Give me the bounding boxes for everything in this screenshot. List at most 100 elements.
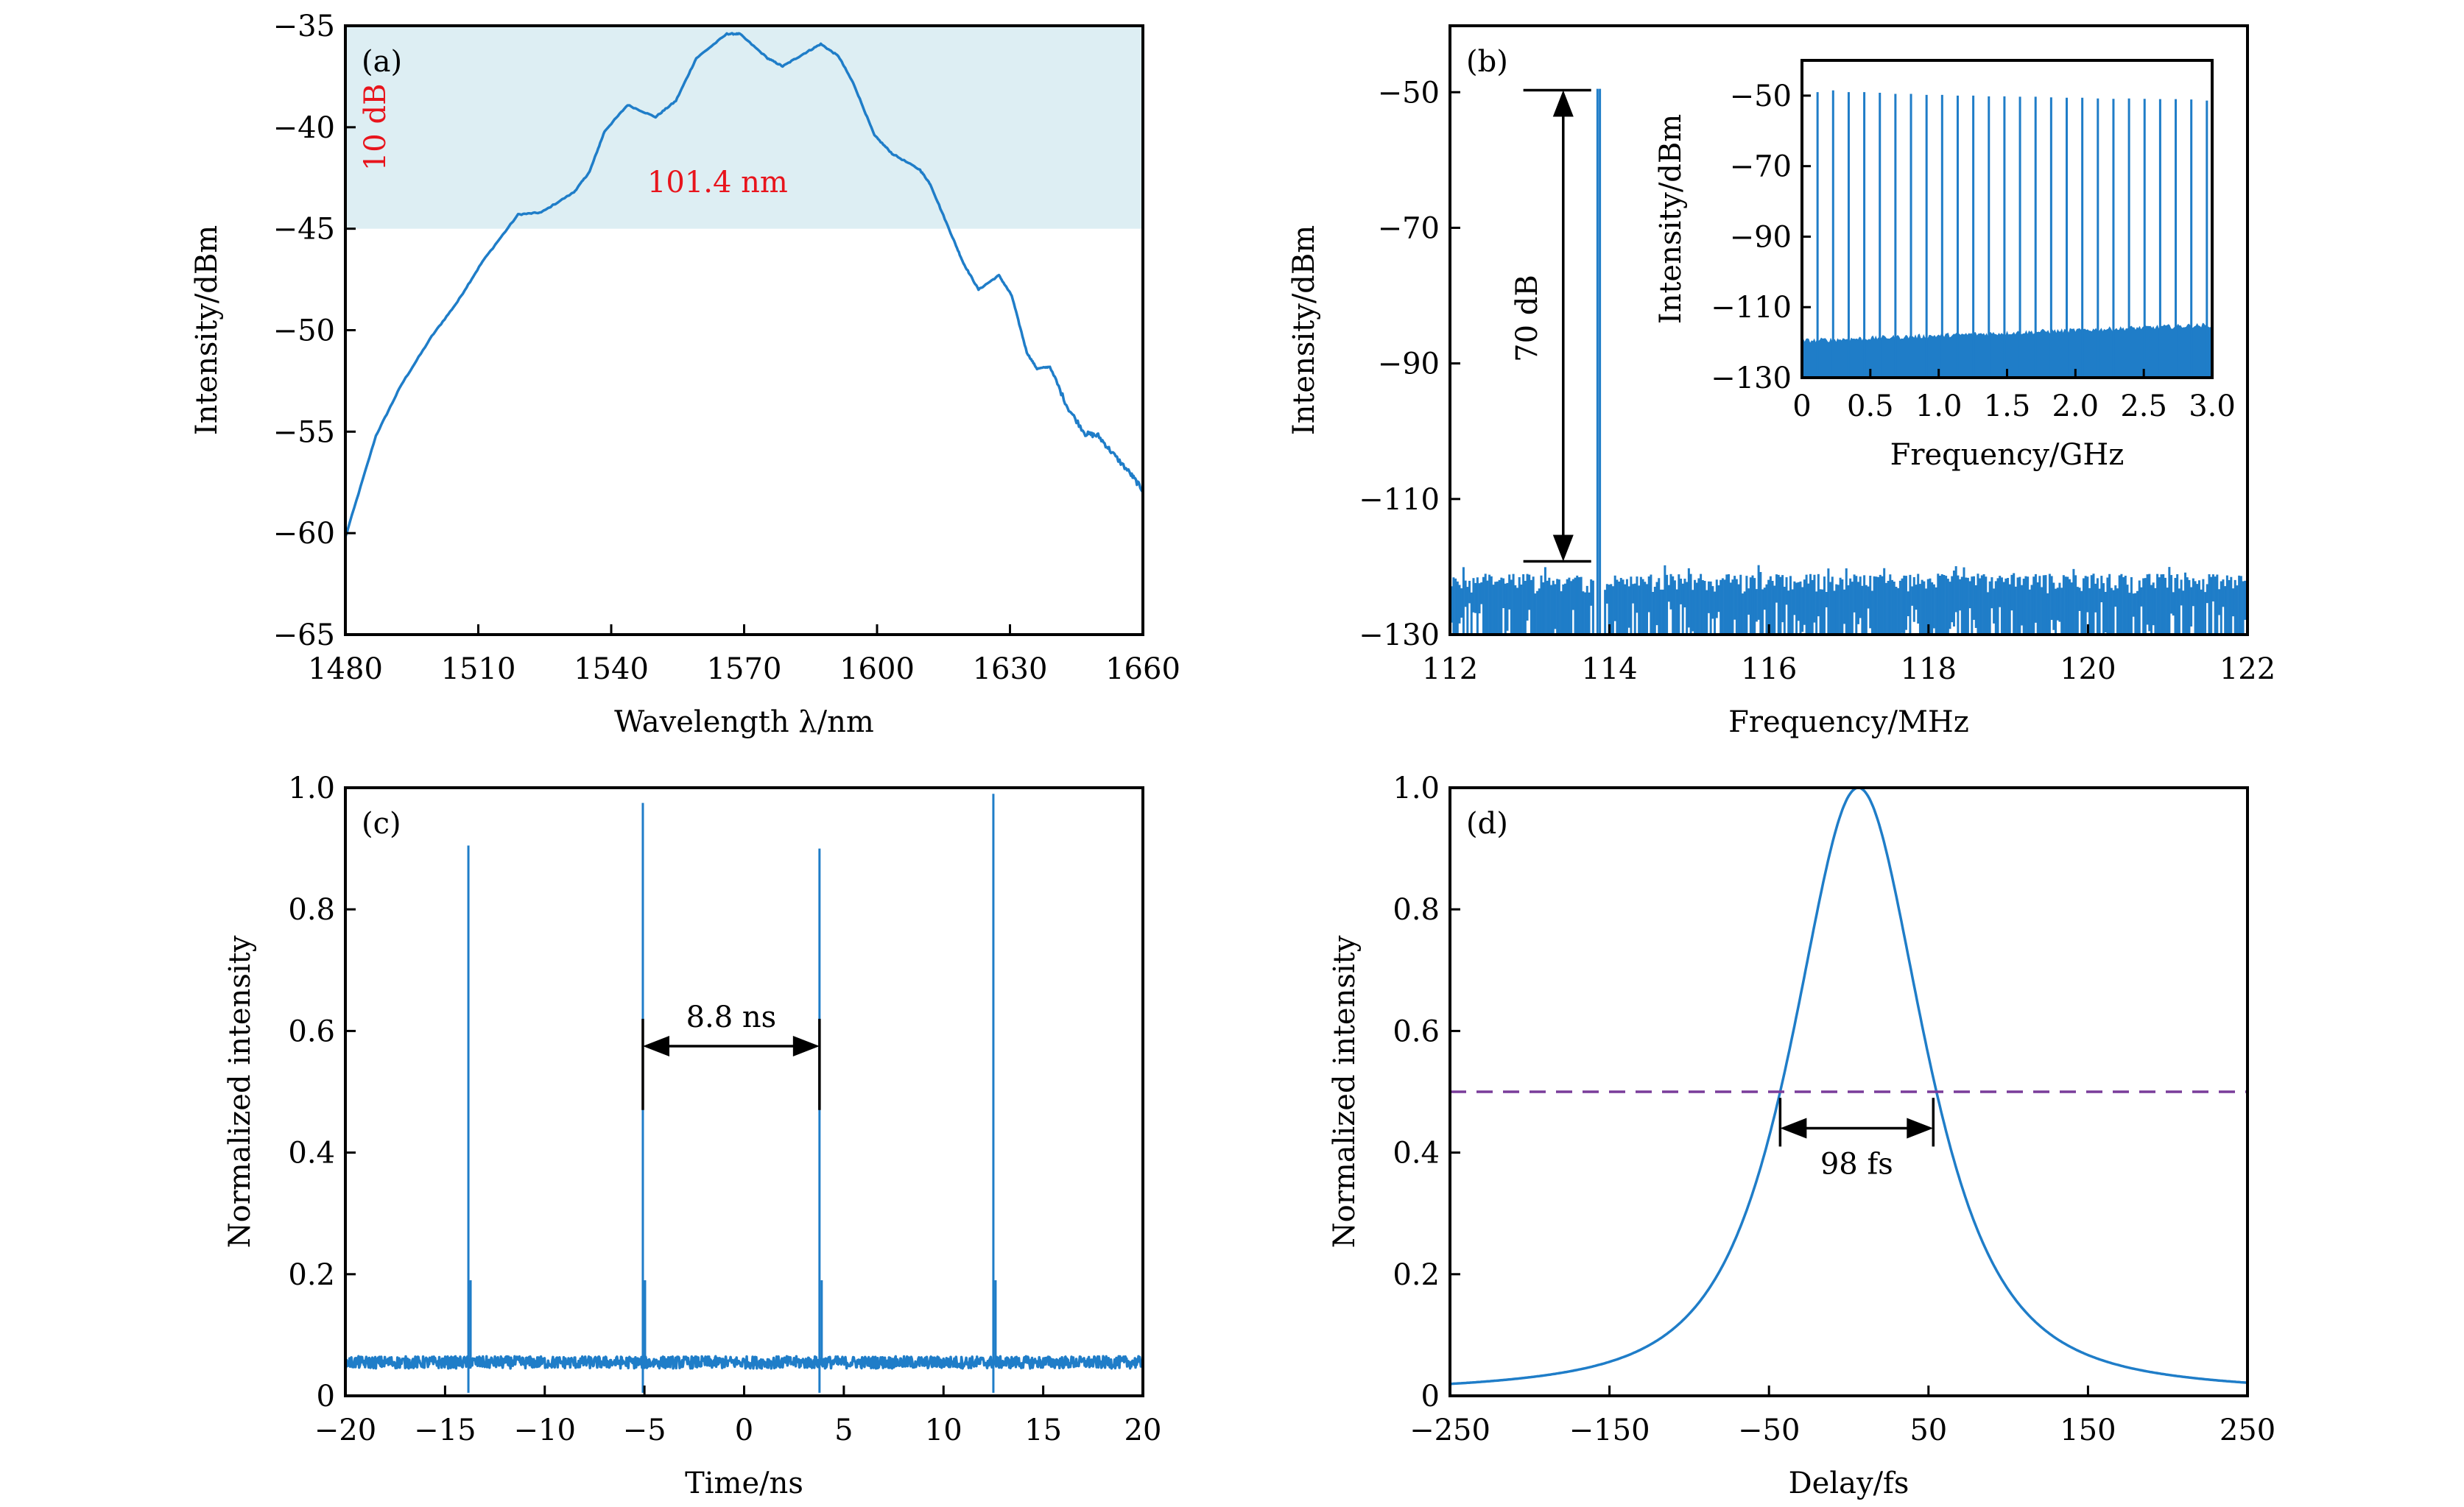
- spectrum-curve: [344, 32, 1144, 537]
- y-tick-label: 0.8: [1393, 893, 1440, 927]
- y-axis-label: Intensity/dBm: [1654, 114, 1688, 324]
- x-tick-label: 1510: [441, 652, 516, 686]
- y-tick-label: −65: [273, 618, 335, 652]
- x-axis-label: Time/ns: [685, 1467, 803, 1500]
- x-tick-label: 114: [1581, 652, 1637, 686]
- x-tick-label: 0: [735, 1414, 753, 1447]
- y-tick-label: −60: [273, 517, 335, 551]
- x-tick-label: −20: [314, 1414, 376, 1447]
- y-axis-label: Intensity/dBm: [190, 225, 224, 435]
- x-tick-label: 5: [834, 1414, 853, 1447]
- noise-floor: [1450, 565, 2248, 635]
- x-tick-label: 112: [1422, 652, 1478, 686]
- y-tick-label: −70: [1730, 150, 1792, 184]
- period-arrow-head-right: [792, 1036, 820, 1057]
- x-tick-label: −10: [514, 1414, 576, 1447]
- annotation-10db: 10 dB: [359, 84, 393, 172]
- x-tick-label: −15: [414, 1414, 476, 1447]
- x-tick-label: −150: [1569, 1414, 1650, 1447]
- x-tick-label: 10: [925, 1414, 962, 1447]
- inset-noise-floor: [1802, 322, 2212, 378]
- annotation-period: 8.8 ns: [686, 1000, 777, 1034]
- annotation-70db: 70 dB: [1510, 275, 1544, 362]
- x-tick-label: 15: [1024, 1414, 1062, 1447]
- y-tick-label: −130: [1711, 361, 1792, 395]
- x-tick-label: 118: [1901, 652, 1957, 686]
- plot-frame: [1449, 786, 2249, 1397]
- x-tick-label: 3.0: [2189, 389, 2236, 423]
- y-tick-label: −110: [1359, 483, 1440, 517]
- y-tick-label: 0.2: [288, 1258, 335, 1292]
- x-tick-label: 116: [1741, 652, 1797, 686]
- x-axis-label: Frequency/MHz: [1728, 705, 1969, 739]
- panel-d-autocorrelation: −250 −150 −50 50 150 250 0 0.2 0.4 0.6 0.8 1.0 Delay…: [1328, 772, 2275, 1500]
- annotation-bandwidth: 101.4 nm: [647, 166, 788, 200]
- x-tick-label: −250: [1409, 1414, 1490, 1447]
- y-tick-label: 0.2: [1393, 1258, 1440, 1292]
- shaded-10db-band: [345, 26, 1143, 229]
- x-tick-label: 2.0: [2052, 389, 2099, 423]
- x-tick-label: 20: [1124, 1414, 1162, 1447]
- plot-frame: [1801, 59, 2214, 379]
- x-tick-label: −5: [623, 1414, 666, 1447]
- y-axis-label: Normalized intensity: [1328, 935, 1362, 1248]
- y-tick-label: 1.0: [1393, 772, 1440, 805]
- x-tick-label: 250: [2220, 1414, 2275, 1447]
- x-tick-label: 1.5: [1984, 389, 2031, 423]
- y-tick-label: 0.6: [1393, 1014, 1440, 1048]
- panel-a-spectrum: 1480 1510 1540 1570 1600 1630 1660 −65 −60 −55 −50…: [190, 10, 1180, 739]
- panel-label-d: (d): [1466, 807, 1508, 841]
- x-tick-label: 1.0: [1915, 389, 1963, 423]
- inset-chart: 0 0.5 1.0 1.5 2.0 2.5 3.0 −130 −110 −90 −70 −50 Freq…: [1654, 59, 2236, 472]
- autocorrelation-curve: [1449, 786, 2248, 1386]
- y-tick-label: 1.0: [288, 772, 335, 805]
- y-tick-label: 0: [317, 1380, 335, 1414]
- baseline-noise: [344, 1355, 1144, 1370]
- panel-label-a: (a): [362, 45, 402, 79]
- x-tick-label: −50: [1738, 1414, 1800, 1447]
- plot-frame: [344, 24, 1144, 636]
- panel-label-b: (b): [1466, 45, 1508, 79]
- panel-b-rf-spectrum: 112 114 116 118 120 122 −130 −110 −90 −70 −50 Frequ…: [1287, 24, 2275, 739]
- plot-frame: [1449, 24, 2249, 636]
- y-axis-label: Intensity/dBm: [1287, 225, 1321, 435]
- period-arrow-head-left: [642, 1036, 669, 1057]
- y-tick-label: −90: [1730, 220, 1792, 254]
- panel-label-c: (c): [362, 807, 401, 841]
- x-tick-label: 0: [1792, 389, 1811, 423]
- x-tick-label: 1540: [574, 652, 649, 686]
- y-tick-label: −55: [273, 415, 335, 449]
- annotation-fwhm: 98 fs: [1820, 1148, 1893, 1182]
- plot-frame: [344, 786, 1144, 1397]
- x-tick-label: 1600: [839, 652, 915, 686]
- panel-c-pulse-train: −20 −15 −10 −5 0 5 10 15 20 0 0.2 0.4 0.6 0.8 1.0 Time/…: [223, 772, 1161, 1500]
- x-tick-label: 1630: [973, 652, 1048, 686]
- y-tick-label: −50: [1730, 80, 1792, 113]
- y-tick-label: −35: [273, 10, 335, 43]
- y-tick-label: −45: [273, 213, 335, 247]
- fwhm-arrow-head-right: [1907, 1118, 1934, 1139]
- snr-arrow-head-down: [1552, 534, 1574, 562]
- x-axis-label: Delay/fs: [1789, 1467, 1909, 1500]
- y-tick-label: −50: [273, 314, 335, 348]
- y-tick-label: −50: [1378, 76, 1440, 110]
- y-tick-label: 0: [1421, 1380, 1440, 1414]
- x-tick-label: 1480: [308, 652, 383, 686]
- x-axis-label: Wavelength λ/nm: [614, 705, 874, 739]
- y-tick-label: 0.4: [1393, 1137, 1440, 1171]
- fwhm-arrow-head-left: [1780, 1118, 1807, 1139]
- x-tick-label: 50: [1909, 1414, 1947, 1447]
- x-tick-label: 150: [2060, 1414, 2116, 1447]
- y-tick-label: 0.6: [288, 1014, 335, 1048]
- x-tick-label: 120: [2060, 652, 2116, 686]
- snr-arrow-head-up: [1552, 90, 1574, 117]
- y-tick-label: −90: [1378, 347, 1440, 381]
- x-tick-label: 0.5: [1847, 389, 1894, 423]
- y-axis-label: Normalized intensity: [223, 935, 257, 1248]
- y-tick-label: 0.8: [288, 893, 335, 927]
- y-tick-label: −110: [1711, 291, 1792, 325]
- x-tick-label: 122: [2220, 652, 2275, 686]
- y-tick-label: 0.4: [288, 1137, 335, 1171]
- y-tick-label: −40: [273, 111, 335, 145]
